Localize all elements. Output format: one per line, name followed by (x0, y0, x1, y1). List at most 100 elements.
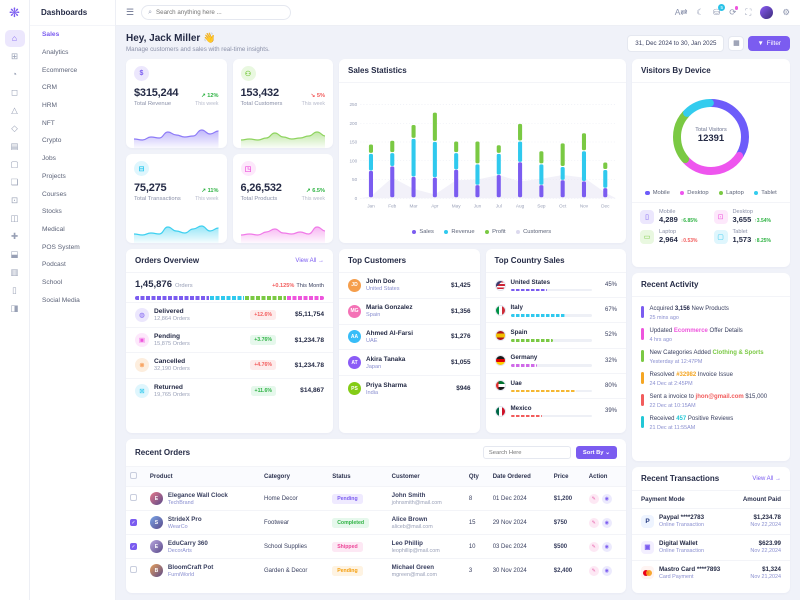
app-logo-icon[interactable]: ❋ (9, 5, 20, 20)
refresh-icon[interactable]: ⟳ (729, 6, 739, 18)
edit-icon[interactable]: ✎ (588, 493, 599, 504)
rail-icon-crypto[interactable]: ▤ (10, 140, 19, 151)
search-input[interactable] (156, 9, 285, 16)
edit-icon[interactable]: ✎ (588, 565, 599, 576)
sidebar-item-crm[interactable]: CRM (42, 84, 58, 92)
customer-row[interactable]: MG Maria Gonzalez Spain $1,356 (339, 297, 480, 324)
rail-icon-nft[interactable]: ◇ (11, 122, 18, 133)
sidebar-item-school[interactable]: School (42, 278, 63, 286)
us-flag-icon (494, 279, 506, 291)
customer-row[interactable]: AA Ahmed Al-Farsi UAE $1,276 (339, 323, 480, 350)
rail-icon-medical[interactable]: ✚ (10, 230, 19, 241)
cart-icon[interactable]: ⛁ 5 (713, 4, 726, 17)
customer-avatar: MG (348, 304, 361, 318)
sidebar-item-podcast[interactable]: Podcast (42, 261, 66, 269)
products-icon: ◳ (240, 161, 256, 176)
dark-mode-icon[interactable]: ☾ (696, 7, 705, 18)
sidebar-item-jobs[interactable]: Jobs (42, 155, 56, 163)
sidebar-item-medical[interactable]: Medical (42, 225, 65, 233)
orders-progress-segment (135, 296, 210, 300)
view-icon[interactable]: ◉ (601, 565, 612, 576)
column-header-date-ordered: Date Ordered (488, 467, 550, 487)
sort-by-button[interactable]: Sort By ⌄ (575, 446, 617, 459)
rail-icon-podcast[interactable]: ▥ (10, 266, 19, 277)
select-all-checkbox[interactable] (130, 472, 137, 479)
rail-icon-pos-system[interactable]: ⬓ (10, 248, 19, 259)
row-checkbox[interactable]: ✓ (130, 543, 137, 550)
sidebar-item-ecommerce[interactable]: Ecommerce (42, 66, 78, 74)
stat-card-products[interactable]: ◳ 6,26,532 ↗ 6.5% Total Products This week (232, 154, 333, 243)
settings-icon[interactable]: ⚙ (782, 7, 790, 18)
customer-row[interactable]: PS Priya Sharma India $946 (339, 375, 480, 401)
country-progress-fill (510, 288, 548, 292)
customer-amount: $1,055 (450, 359, 471, 367)
order-status-amount: $14,867 (300, 387, 324, 395)
orders-view-all-link[interactable]: View All → (295, 257, 324, 264)
rail-icon-stocks[interactable]: ◫ (10, 212, 19, 223)
row-checkbox[interactable] (130, 494, 137, 501)
stat-card-customers[interactable]: ⚇ 153,432 ↘ 5% Total Customers This week (232, 59, 333, 148)
fullscreen-icon[interactable]: ⛶ (745, 7, 752, 18)
orders-overview-panel: Orders Overview View All → 1,45,876 Orde… (126, 249, 333, 433)
donut-legend-laptop: Laptop (718, 190, 744, 196)
sidebar-item-courses[interactable]: Courses (42, 190, 67, 198)
country-name: Germany (510, 354, 538, 362)
customer-name: Michael Green (391, 563, 434, 571)
filter-button[interactable]: ▼ Filter (748, 35, 790, 51)
row-checkbox[interactable] (130, 566, 137, 573)
user-avatar[interactable] (760, 6, 774, 19)
row-checkbox[interactable]: ✓ (130, 519, 137, 526)
transactions-view-all-link[interactable]: View All → (752, 475, 781, 482)
global-search[interactable]: ⌕ (141, 5, 292, 20)
edit-icon[interactable]: ✎ (588, 541, 599, 552)
sidebar-item-crypto[interactable]: Crypto (42, 137, 62, 145)
wallet-icon: ▣ (641, 540, 654, 554)
rail-icon-school[interactable]: ▯ (12, 284, 17, 295)
sidebar: Dashboards Sales Analytics Ecommerce CRM HRM… (30, 0, 116, 600)
orders-search-input[interactable] (482, 446, 571, 459)
date-range-field[interactable]: 31, Dec 2024 to 30, Jan 2025 (627, 34, 725, 52)
order-category: Footwear (260, 510, 329, 535)
rail-icon-sales[interactable]: ⌂ (4, 29, 25, 47)
view-icon[interactable]: ◉ (601, 517, 612, 528)
rail-icon-analytics[interactable]: ⊞ (10, 50, 19, 61)
sidebar-item-projects[interactable]: Projects (42, 172, 66, 180)
rail-icon-crm[interactable]: ◻ (10, 86, 19, 97)
rail-icon-ecommerce[interactable]: ◔ (11, 69, 18, 80)
rail-icon-jobs[interactable]: ▢ (10, 158, 19, 169)
order-status-count: 19,765 Orders (154, 391, 190, 398)
view-icon[interactable]: ◉ (601, 493, 612, 504)
rail-icon-hrm[interactable]: △ (11, 104, 18, 115)
recent-orders-table: Product Category Status Customer Qty Date Ord… (126, 467, 626, 582)
order-status-amount: $5,11,754 (295, 311, 324, 319)
rail-icon-courses[interactable]: ⊡ (10, 194, 19, 205)
activity-marker (641, 416, 644, 429)
sidebar-item-stocks[interactable]: Stocks (42, 208, 62, 216)
sidebar-item-social-media[interactable]: Social Media (42, 296, 80, 304)
order-date: 30 Nov 2024 (488, 558, 550, 582)
rail-icon-social-media[interactable]: ◨ (10, 302, 19, 313)
stat-card-revenue[interactable]: $ $315,244 ↗ 12% Total Revenue This week (126, 59, 227, 148)
customer-row[interactable]: JD John Doe United States $1,425 (339, 273, 480, 298)
sidebar-item-sales[interactable]: Sales (42, 31, 60, 39)
calendar-icon[interactable]: ▦ (728, 35, 745, 51)
menu-toggle-icon[interactable]: ☰ (126, 7, 135, 17)
country-name: United States (510, 278, 551, 286)
sidebar-item-hrm[interactable]: HRM (42, 102, 58, 110)
country-percent: 80% (604, 382, 617, 389)
svg-text:Dec: Dec (601, 203, 610, 208)
activity-time: 25 mins ago (649, 314, 679, 321)
customer-row[interactable]: AT Akira Tanaka Japan $1,055 (339, 349, 480, 375)
stat-card-transactions[interactable]: ⊟ 75,275 ↗ 11% Total Transactions This week (126, 154, 227, 243)
edit-icon[interactable]: ✎ (588, 517, 599, 528)
order-status-count: 15,875 Orders (154, 341, 190, 348)
sidebar-item-pos-system[interactable]: POS System (42, 243, 80, 251)
sidebar-item-analytics[interactable]: Analytics (42, 49, 69, 57)
rail-icon-projects[interactable]: ❏ (10, 176, 19, 187)
view-icon[interactable]: ◉ (601, 541, 612, 552)
activity-text: New Categories Added Clothing & Sports (649, 350, 764, 357)
svg-text:Apr: Apr (431, 203, 439, 208)
translate-icon[interactable]: A⇄ (674, 7, 688, 18)
stat-change: ↗ 6.5% (306, 188, 325, 194)
sidebar-item-nft[interactable]: NFT (42, 119, 55, 127)
